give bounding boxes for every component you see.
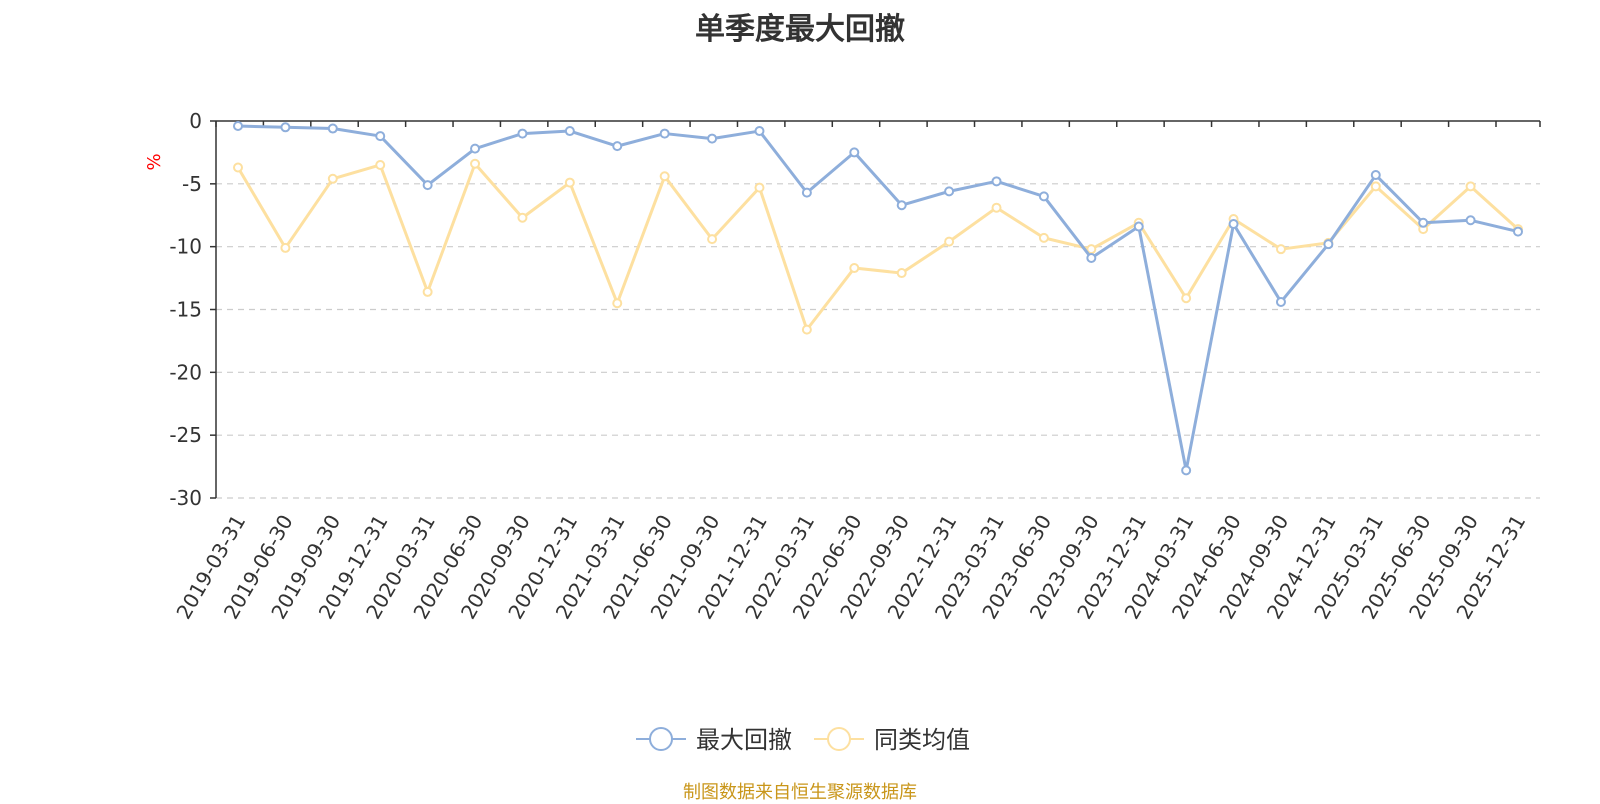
data-point[interactable] xyxy=(280,242,291,253)
y-tick-label: -15 xyxy=(169,298,202,322)
data-point[interactable] xyxy=(564,177,575,188)
legend-label: 同类均值 xyxy=(874,726,970,754)
data-point[interactable] xyxy=(1370,170,1381,181)
y-tick-label: 0 xyxy=(189,109,202,133)
data-point[interactable] xyxy=(896,268,907,279)
data-point[interactable] xyxy=(1038,191,1049,202)
data-point[interactable] xyxy=(707,133,718,144)
data-point[interactable] xyxy=(801,324,812,335)
legend-marker xyxy=(649,727,673,751)
data-point[interactable] xyxy=(1181,465,1192,476)
y-axis-ticks: 0 -5 -10 -15 -20 -25 -30 xyxy=(169,109,216,510)
chart-title: 单季度最大回撤 xyxy=(695,12,905,47)
data-point[interactable] xyxy=(233,121,243,132)
data-point[interactable] xyxy=(754,126,765,137)
data-point[interactable] xyxy=(470,158,481,169)
data-point[interactable] xyxy=(896,200,907,211)
data-point[interactable] xyxy=(422,286,433,297)
data-point[interactable] xyxy=(517,212,528,223)
data-point[interactable] xyxy=(233,162,243,173)
data-point[interactable] xyxy=(1418,217,1429,228)
data-point[interactable] xyxy=(1323,239,1334,250)
data-point[interactable] xyxy=(849,147,860,158)
legend: 最大回撤 同类均值 xyxy=(636,726,970,754)
data-point[interactable] xyxy=(707,234,718,245)
data-point[interactable] xyxy=(849,263,860,274)
series-line-1 xyxy=(236,162,1520,332)
source-note: 制图数据来自恒生聚源数据库 xyxy=(683,782,917,803)
data-point[interactable] xyxy=(375,159,386,170)
data-point[interactable] xyxy=(470,143,481,154)
legend-item[interactable]: 最大回撤 xyxy=(636,726,792,754)
data-point[interactable] xyxy=(659,171,670,182)
grid-lines xyxy=(216,183,1540,499)
data-point[interactable] xyxy=(1038,232,1049,243)
legend-item[interactable]: 同类均值 xyxy=(814,726,970,754)
data-point[interactable] xyxy=(517,128,528,139)
data-point[interactable] xyxy=(754,182,765,193)
data-point[interactable] xyxy=(375,131,386,142)
y-tick-label: -20 xyxy=(169,360,202,384)
data-point[interactable] xyxy=(327,123,338,134)
data-point[interactable] xyxy=(944,186,955,197)
data-point[interactable] xyxy=(1513,226,1523,237)
data-point[interactable] xyxy=(1228,219,1239,230)
data-point[interactable] xyxy=(991,176,1002,187)
y-axis-label: % xyxy=(144,153,165,170)
data-point[interactable] xyxy=(1133,221,1144,232)
data-point[interactable] xyxy=(659,128,670,139)
data-point[interactable] xyxy=(1086,252,1097,263)
data-point[interactable] xyxy=(801,187,812,198)
y-tick-label: -25 xyxy=(169,423,202,447)
data-point[interactable] xyxy=(1275,244,1286,255)
series-line-0 xyxy=(237,124,1519,472)
data-point[interactable] xyxy=(280,122,291,133)
data-point[interactable] xyxy=(327,173,338,184)
data-point[interactable] xyxy=(1465,215,1476,226)
y-tick-label: -5 xyxy=(182,172,202,196)
series-lines xyxy=(233,121,1523,476)
data-point[interactable] xyxy=(612,141,623,152)
legend-label: 最大回撤 xyxy=(696,726,792,754)
legend-marker xyxy=(827,727,851,751)
data-point[interactable] xyxy=(1181,293,1192,304)
y-tick-label: -10 xyxy=(169,235,202,259)
data-point[interactable] xyxy=(564,126,575,137)
data-point[interactable] xyxy=(1370,181,1381,192)
data-point[interactable] xyxy=(422,180,433,191)
data-point[interactable] xyxy=(991,202,1002,213)
data-point[interactable] xyxy=(944,236,955,247)
data-point[interactable] xyxy=(1275,296,1286,307)
data-point[interactable] xyxy=(1465,181,1476,192)
data-point[interactable] xyxy=(612,298,623,309)
y-tick-label: -30 xyxy=(169,486,202,510)
